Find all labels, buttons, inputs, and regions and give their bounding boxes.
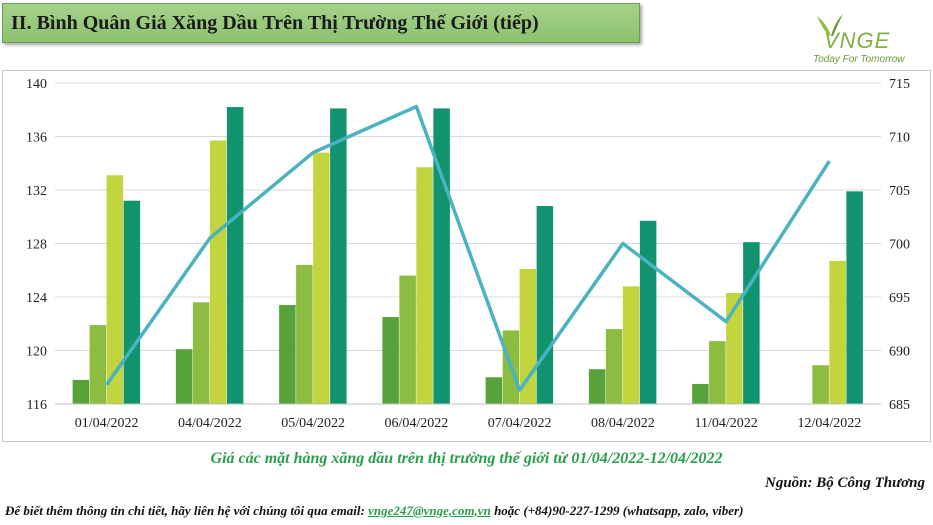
bar [829, 260, 846, 404]
contact-suffix: hoặc (+84)90-227-1299 (whatsapp, zalo, v… [494, 503, 744, 518]
y-right-tick-label: 715 [889, 77, 910, 92]
page-title-text: II. Bình Quân Giá Xăng Dầu Trên Thị Trườ… [11, 11, 539, 34]
bar [123, 200, 141, 404]
bar [709, 341, 726, 404]
bar [622, 286, 640, 404]
bar [416, 167, 433, 404]
vnge-logo: VNGE Today For Tomorrow [800, 8, 925, 68]
y-right-tick-label: 690 [889, 345, 910, 360]
bar [605, 329, 623, 404]
x-tick-label: 06/04/2022 [384, 416, 448, 431]
logo-wordmark: VNGE [824, 28, 891, 53]
x-tick-label: 12/04/2022 [797, 416, 861, 431]
y-left-tick-label: 136 [26, 131, 47, 146]
chart-caption: Giá các mặt hàng xăng dầu trên thị trườn… [210, 450, 723, 467]
y-left-tick-label: 116 [27, 398, 47, 413]
bar [639, 220, 657, 404]
y-right-tick-label: 705 [889, 184, 910, 199]
leaf-icon [817, 14, 843, 36]
bar [399, 275, 416, 404]
logo-tagline: Today For Tomorrow [813, 54, 905, 65]
y-right-tick-label: 685 [889, 398, 910, 413]
bar [382, 317, 399, 404]
contact-email-link[interactable]: vnge247@vnge,com,vn [368, 503, 491, 518]
bar [296, 264, 313, 404]
bar [588, 369, 606, 404]
y-left-tick-label: 128 [26, 238, 47, 253]
series-line [105, 104, 831, 392]
bar [692, 383, 709, 404]
source-note: Nguồn: Bộ Công Thương [765, 475, 925, 491]
bar [226, 107, 244, 404]
y-left-tick-label: 124 [26, 291, 47, 306]
y-left-tick-label: 140 [26, 77, 47, 92]
bar [433, 108, 450, 404]
bar [313, 152, 330, 404]
y-right-tick-label: 710 [889, 131, 910, 146]
y-left-tick-label: 132 [26, 184, 47, 199]
bar [330, 108, 347, 404]
x-tick-label: 01/04/2022 [75, 416, 139, 431]
x-tick-label: 04/04/2022 [178, 416, 242, 431]
contact-prefix: Để biết thêm thông tin chi tiết, hãy liê… [5, 503, 365, 518]
y-right-tick-label: 695 [889, 291, 910, 306]
bar [743, 242, 760, 404]
bar [726, 292, 743, 404]
bar [209, 140, 227, 404]
bar [72, 379, 90, 404]
y-right-tick-label: 700 [889, 238, 910, 253]
bar [106, 175, 124, 404]
bar [846, 191, 863, 404]
bar [536, 206, 554, 404]
x-tick-label: 11/04/2022 [694, 416, 757, 431]
page-title: II. Bình Quân Giá Xăng Dầu Trên Thị Trườ… [2, 3, 640, 43]
x-tick-label: 05/04/2022 [281, 416, 345, 431]
bar [812, 365, 829, 404]
bar [485, 377, 503, 404]
bar [192, 302, 210, 404]
combo-chart: 116 120 124 128 132 136 140 685 690 695 700 705 710 7… [26, 77, 910, 431]
bar [175, 349, 193, 404]
x-tick-label: 08/04/2022 [591, 416, 655, 431]
x-tick-label: 07/04/2022 [488, 416, 552, 431]
y-left-tick-label: 120 [26, 345, 47, 360]
chart-container: 116 120 124 128 132 136 140 685 690 695 700 705 710 7… [2, 70, 931, 442]
bar [279, 305, 296, 404]
bar [89, 325, 107, 404]
contact-line: Để biết thêm thông tin chi tiết, hãy liê… [5, 503, 743, 519]
